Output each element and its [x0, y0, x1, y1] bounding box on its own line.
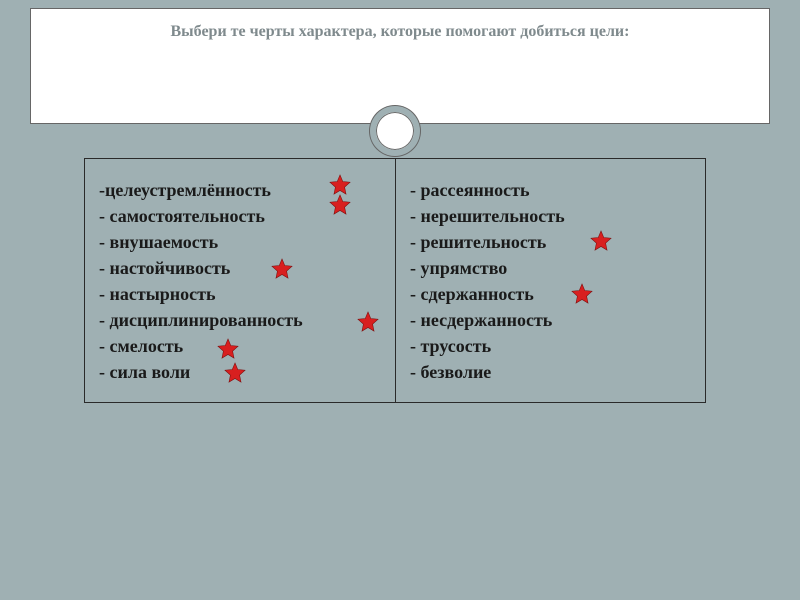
slide: Выбери те черты характера, которые помог… — [30, 8, 770, 558]
star-icon — [357, 311, 379, 333]
trait-item-right-5: - несдержанность — [410, 307, 697, 333]
trait-item-left-3: - настойчивость — [99, 255, 385, 281]
trait-item-right-7: - безволие — [410, 359, 697, 385]
trait-item-right-1: - нерешительность — [410, 203, 697, 229]
trait-item-left-1: - самостоятельность — [99, 203, 385, 229]
trait-item-left-6: - смелость — [99, 333, 385, 359]
trait-item-left-4: - настырность — [99, 281, 385, 307]
star-icon — [217, 338, 239, 360]
trait-item-left-0: -целеустремлённость — [99, 177, 385, 203]
trait-item-left-7: - сила воли — [99, 359, 385, 385]
ring-decoration — [370, 106, 420, 156]
trait-item-right-4: - сдержанность — [410, 281, 697, 307]
trait-item-left-5: - дисциплинированность — [99, 307, 385, 333]
trait-item-right-2: - решительность — [410, 229, 697, 255]
trait-item-right-0: - рассеянность — [410, 177, 697, 203]
trait-item-left-2: - внушаемость — [99, 229, 385, 255]
column-right: - рассеянность- нерешительность- решител… — [395, 159, 707, 402]
star-icon — [571, 283, 593, 305]
star-icon — [329, 174, 351, 196]
trait-item-right-6: - трусость — [410, 333, 697, 359]
star-icon — [224, 362, 246, 384]
star-icon — [271, 258, 293, 280]
page-title: Выбери те черты характера, которые помог… — [31, 9, 769, 41]
traits-table: -целеустремлённость- самостоятельность- … — [84, 158, 706, 403]
star-icon — [590, 230, 612, 252]
trait-item-right-3: - упрямство — [410, 255, 697, 281]
column-left: -целеустремлённость- самостоятельность- … — [85, 159, 395, 402]
